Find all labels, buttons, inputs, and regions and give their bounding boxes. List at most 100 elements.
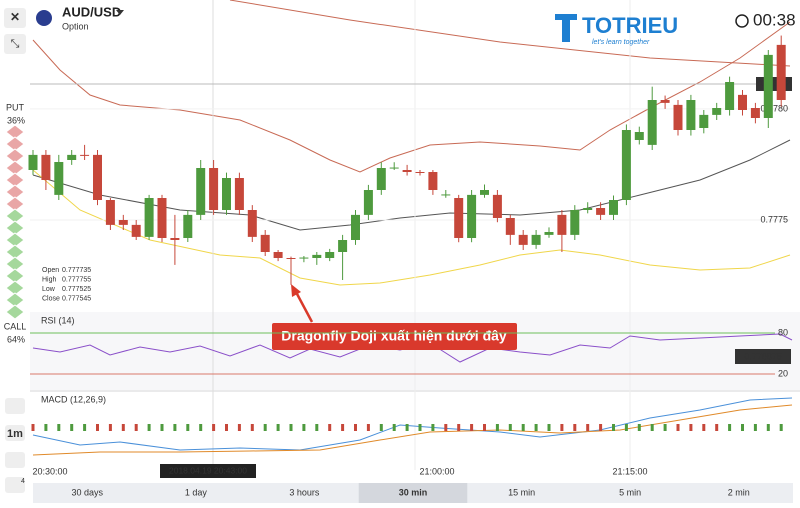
candle-body xyxy=(247,210,257,237)
collapse-button[interactable] xyxy=(4,34,26,54)
candle-body xyxy=(389,167,399,169)
annotation: Dragonfly Doji xuất hiện dưới đây xyxy=(281,328,507,344)
candle-body xyxy=(544,232,554,235)
current-price: 0.778112 xyxy=(758,79,791,88)
long-band xyxy=(229,0,791,67)
macd-bar xyxy=(728,424,732,431)
candle-body xyxy=(415,172,425,173)
candle-body xyxy=(505,218,515,235)
candle-body xyxy=(686,100,696,130)
macd-bar xyxy=(676,424,680,431)
candle-body xyxy=(596,208,606,215)
option-label: Option xyxy=(62,21,89,31)
drawing-button[interactable] xyxy=(5,452,25,468)
candle-body xyxy=(222,178,231,210)
candle-body xyxy=(93,154,102,200)
sentiment-diamond xyxy=(5,304,25,320)
candle-body xyxy=(157,198,167,238)
sentiment-bar xyxy=(5,124,25,320)
candle-body xyxy=(312,254,322,258)
macd-bar xyxy=(379,424,383,431)
candle-body xyxy=(144,198,154,237)
candle-body xyxy=(557,214,567,235)
candle-body xyxy=(492,194,502,218)
macd-bar xyxy=(779,424,783,431)
macd-bar xyxy=(483,424,486,431)
close-button[interactable] xyxy=(4,8,26,28)
timeframe-button[interactable]: 30 days xyxy=(72,487,104,497)
candle-body xyxy=(234,178,244,210)
candle-body xyxy=(299,257,309,259)
brand-logo xyxy=(555,14,577,42)
candle-body xyxy=(260,234,270,252)
lower-band xyxy=(32,169,791,286)
timeframe-button[interactable]: 3 hours xyxy=(289,487,320,497)
chart-type-button[interactable] xyxy=(5,398,25,414)
x-tick-label: 21:00:00 xyxy=(419,466,454,476)
candle-body xyxy=(273,252,283,258)
macd-bar xyxy=(624,424,628,431)
macd-bar xyxy=(702,424,706,431)
macd-bar xyxy=(521,424,525,431)
timeframe-button[interactable]: 5 min xyxy=(619,487,641,497)
candle-body xyxy=(621,130,631,200)
macd-bar xyxy=(612,424,615,431)
candle-body xyxy=(351,214,360,240)
timeframe-button[interactable]: 2 min xyxy=(728,487,750,497)
rsi-level-label: 80 xyxy=(778,327,788,337)
candle-body xyxy=(673,104,683,130)
flag-icon xyxy=(36,10,52,26)
macd-bar xyxy=(663,424,667,431)
symbol[interactable]: AUD/USD xyxy=(62,4,121,19)
macd-bar xyxy=(263,424,267,431)
timer-icon xyxy=(735,14,749,28)
candle-body xyxy=(660,100,670,103)
candle-body xyxy=(712,108,722,115)
timeframe-button[interactable]: 1 day xyxy=(185,487,208,497)
macd-bar xyxy=(650,424,654,431)
candle-body xyxy=(750,108,760,118)
macd-bar xyxy=(392,424,396,431)
candle-body xyxy=(441,194,451,196)
timer: 00:38 xyxy=(753,10,796,29)
macd-bar xyxy=(547,424,551,431)
x-tick-label: 20:30:00 xyxy=(32,466,67,476)
macd-bar xyxy=(276,424,280,431)
macd-bar xyxy=(508,424,512,431)
interval-button[interactable] xyxy=(5,425,25,441)
crosshair-time-box xyxy=(160,464,256,478)
ohlc-value: 0.777755 xyxy=(62,276,91,283)
candle-body xyxy=(325,252,335,258)
macd-bar xyxy=(328,424,332,431)
timeframe-button[interactable]: 30 min xyxy=(399,487,428,497)
candle-body xyxy=(41,154,51,180)
y-tick-label: 0.7775 xyxy=(760,214,788,224)
macd-title: MACD (12,26,9) xyxy=(41,394,106,404)
macd-bar xyxy=(134,424,138,431)
candle-body xyxy=(776,44,786,100)
macd-bar xyxy=(225,424,228,431)
candle-body xyxy=(738,94,747,110)
collapse-icon: ⤡ xyxy=(11,38,20,50)
macd-bar xyxy=(302,424,306,431)
macd-bar xyxy=(560,424,564,431)
candle-body xyxy=(131,224,141,237)
candle-body xyxy=(402,170,412,172)
candle-body xyxy=(634,132,644,140)
macd-bar xyxy=(212,424,216,431)
candle-body xyxy=(376,168,386,190)
candle-body xyxy=(363,190,373,215)
candle-body xyxy=(454,198,464,238)
macd-bar xyxy=(495,424,499,431)
indicators-button[interactable] xyxy=(5,477,25,493)
symbol-dropdown[interactable] xyxy=(116,10,124,15)
rsi-title: RSI (14) xyxy=(41,315,75,325)
candle-body xyxy=(647,100,657,145)
macd-bar xyxy=(457,424,461,431)
x-tick-label: 21:15:00 xyxy=(612,466,647,476)
candle-body xyxy=(183,214,193,238)
timeframe-button[interactable]: 15 min xyxy=(508,487,535,497)
candle-body xyxy=(428,172,438,190)
candle-body xyxy=(105,200,115,225)
put-pct: 36% xyxy=(7,115,25,125)
